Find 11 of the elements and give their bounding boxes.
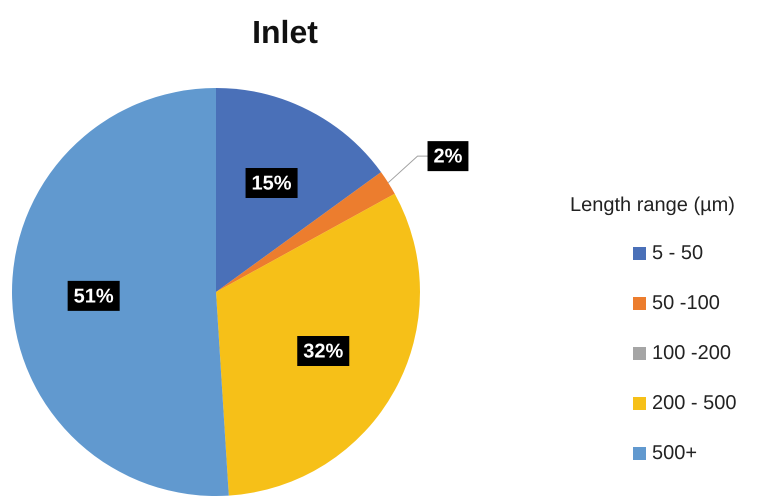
legend-label: 5 - 50 bbox=[652, 242, 704, 264]
legend-title: Length range (µm) bbox=[570, 193, 736, 218]
data-label: 15% bbox=[252, 172, 292, 194]
data-label: 2% bbox=[434, 146, 463, 168]
legend-label: 50 -100 bbox=[652, 292, 720, 314]
data-label: 51% bbox=[74, 285, 114, 308]
legend-label: 500+ bbox=[652, 442, 698, 464]
legend-label: 100 -200 bbox=[652, 342, 731, 364]
legend-label: 200 - 500 bbox=[652, 392, 737, 414]
data-label: 32% bbox=[303, 340, 344, 362]
chart-title: Inlet bbox=[251, 13, 319, 52]
